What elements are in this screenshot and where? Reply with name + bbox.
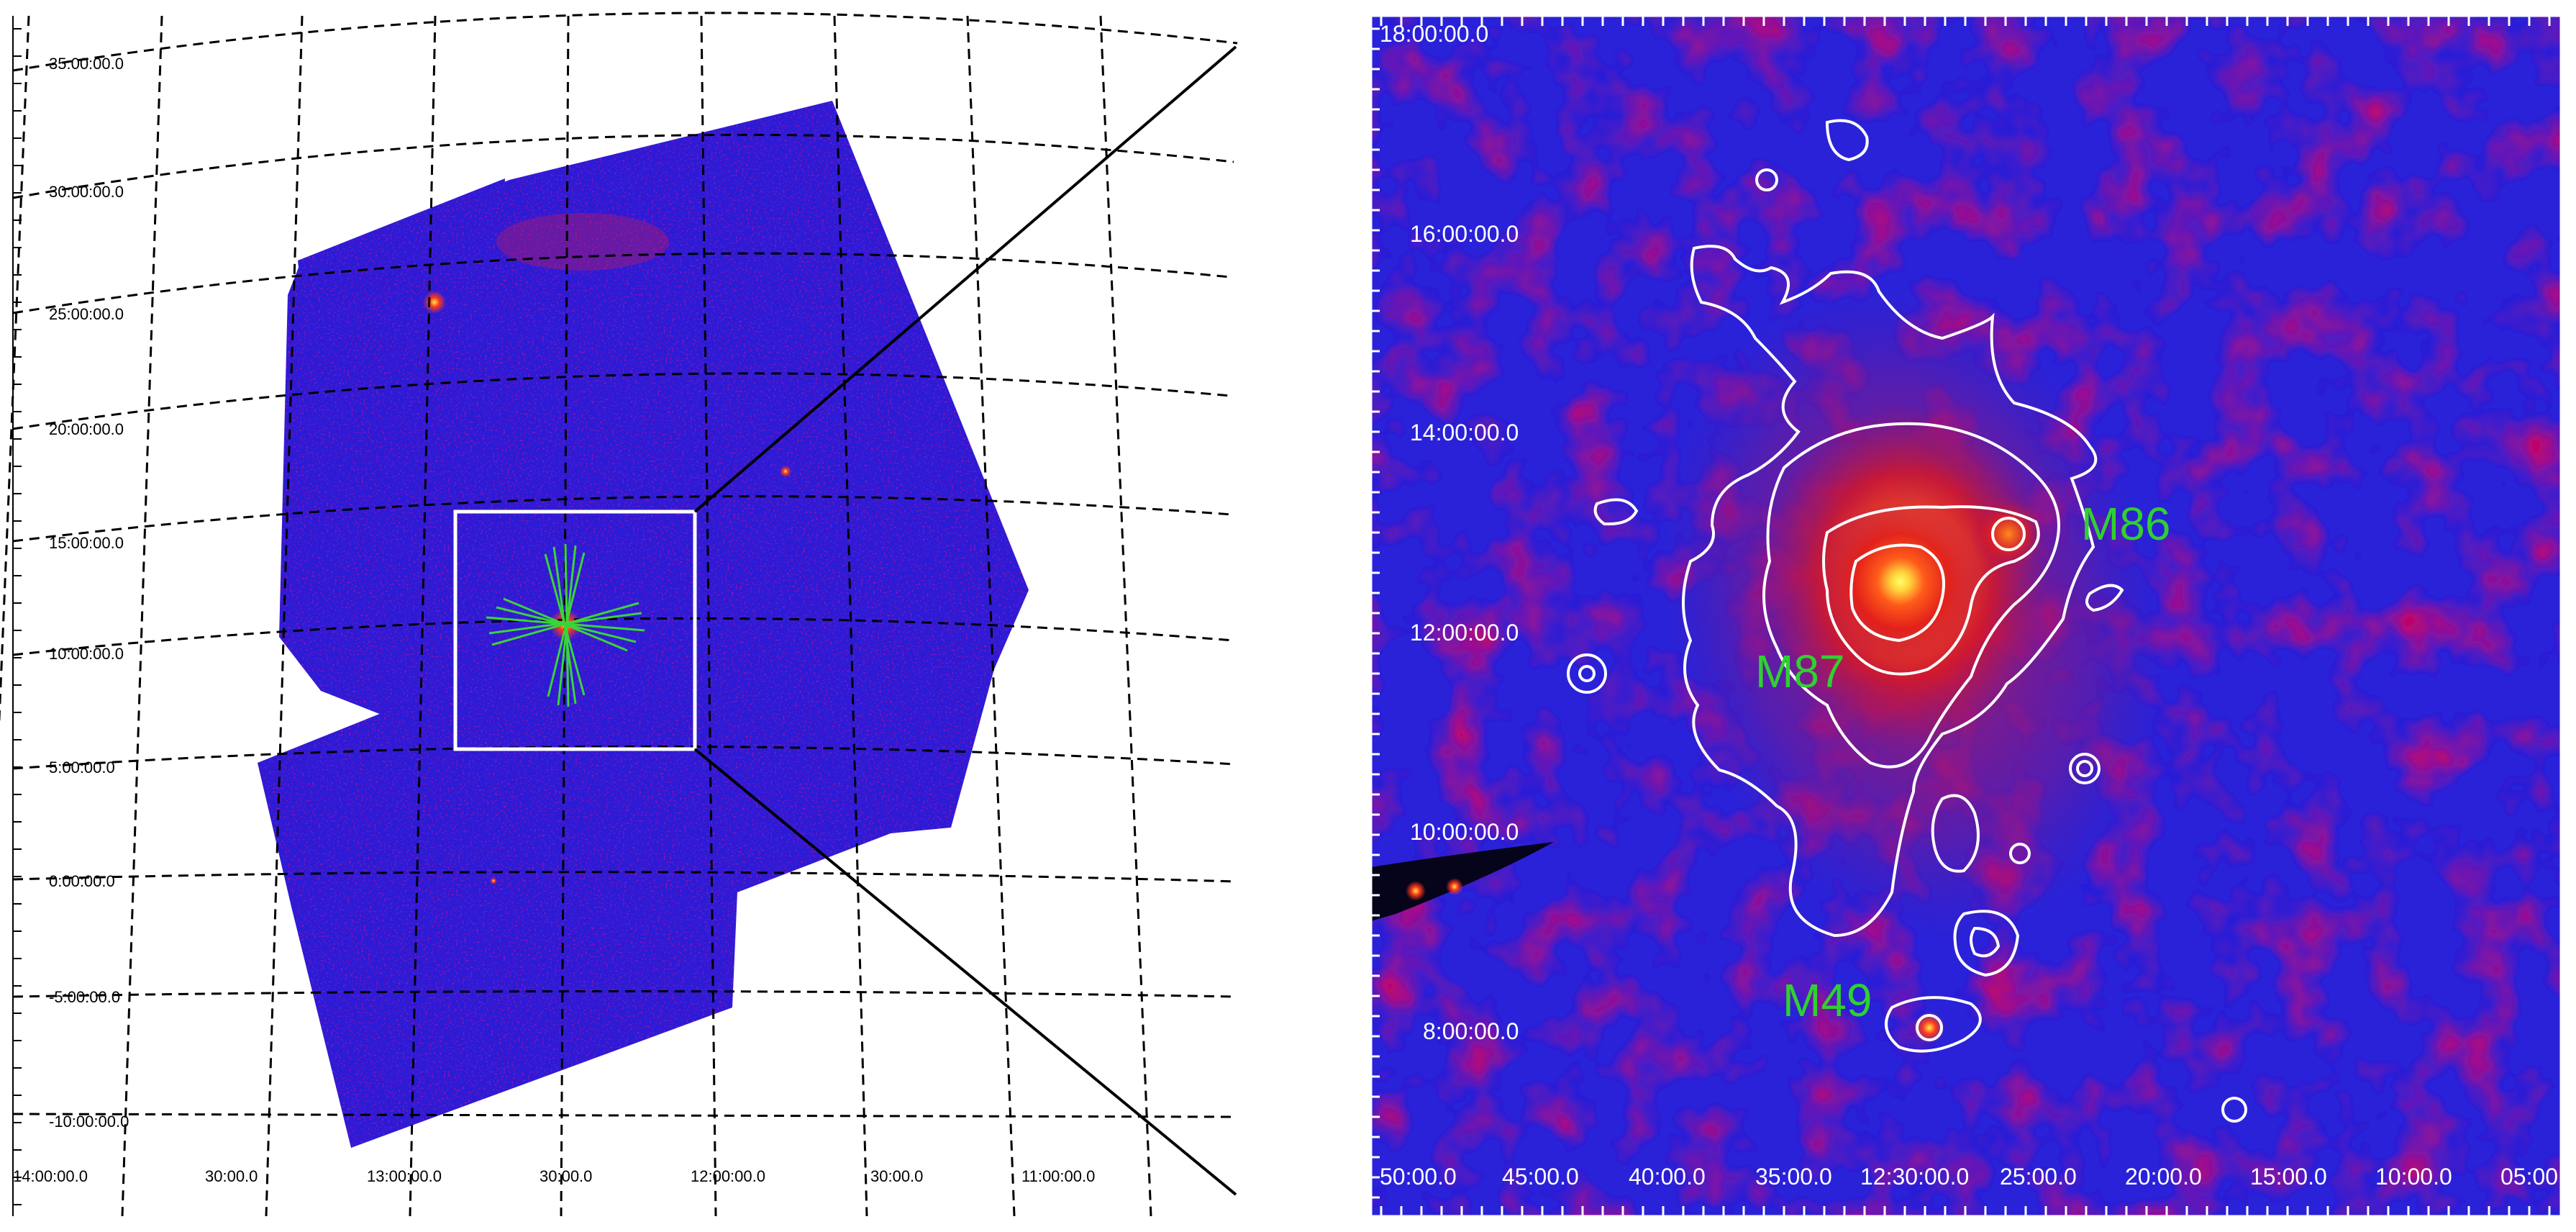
ra-tick-label: 12:00:00.0 bbox=[691, 1167, 765, 1185]
galaxy-label-m86: M86 bbox=[2081, 498, 2171, 550]
zoom-connector-bottom bbox=[693, 748, 1237, 1196]
contour-blob bbox=[2069, 753, 2101, 784]
ra-tick-label: 30:00.0 bbox=[205, 1167, 258, 1185]
dec-line bbox=[12, 990, 1237, 998]
source-spikes bbox=[486, 543, 645, 707]
galaxy-label-m49: M49 bbox=[1783, 974, 1872, 1026]
contour-blob bbox=[1578, 665, 1596, 682]
ra-line bbox=[121, 15, 163, 1217]
ra-line bbox=[1099, 15, 1152, 1217]
ra-tick-label: 14:00:00.0 bbox=[13, 1167, 88, 1185]
coordinate-grid bbox=[0, 12, 1238, 1217]
ra-line bbox=[560, 15, 570, 1217]
contour-level-4 bbox=[1849, 543, 1945, 643]
contour-blob bbox=[2085, 584, 2124, 612]
ra-tick-label: 15:00.0 bbox=[2250, 1164, 2327, 1190]
dec-line bbox=[12, 133, 1234, 199]
dec-line bbox=[12, 372, 1231, 430]
diffuse-emission bbox=[496, 213, 669, 271]
dec-tick-label: 35:00:00.0 bbox=[49, 55, 124, 73]
contour-m49-inner bbox=[1916, 1014, 1943, 1041]
contour-blob bbox=[2221, 1097, 2247, 1123]
contour-level-1 bbox=[1682, 245, 2098, 938]
ra-tick-label: 45:00.0 bbox=[1502, 1164, 1579, 1190]
bright-source bbox=[780, 466, 791, 477]
ra-tick-label: 50:00.0 bbox=[1380, 1164, 1457, 1190]
right-zoom-map: M86 M87 M49 18:00:00.0 16:00:00.0 14:00:… bbox=[1370, 14, 2562, 1218]
dec-tick-label: 5:00:00.0 bbox=[49, 758, 115, 776]
contour-m49 bbox=[1885, 996, 1982, 1053]
dec-tick-label: 15:00:00.0 bbox=[49, 534, 124, 552]
ra-tick-label: 30:00.0 bbox=[540, 1167, 592, 1185]
ra-tick-label: 25:00.0 bbox=[2000, 1164, 2077, 1190]
ra-tick-label: 13:00:00.0 bbox=[367, 1167, 442, 1185]
ra-line bbox=[265, 15, 304, 1217]
dec-tick-label: 12:00:00.0 bbox=[1410, 620, 1519, 646]
ra-line bbox=[409, 15, 437, 1217]
dec-tick-label: 18:00:00.0 bbox=[1380, 21, 1488, 47]
dec-tick-label: 10:00:00.0 bbox=[49, 645, 124, 663]
zoom-ra-labels: 50:00.0 45:00.0 40:00.0 35:00.0 12:30:00… bbox=[1380, 1164, 2558, 1190]
point-source bbox=[1446, 878, 1463, 895]
ra-tick-label: 10:00.0 bbox=[2375, 1164, 2452, 1190]
dec-tick-label: 10:00:00.0 bbox=[1410, 819, 1519, 845]
contour-blob bbox=[1970, 926, 2001, 958]
dec-axis-labels: 35:00:00.0 30:00:00.0 25:00:00.0 20:00:0… bbox=[49, 55, 129, 1131]
dec-tick-label: 14:00:00.0 bbox=[1410, 420, 1519, 445]
ra-line bbox=[833, 15, 868, 1217]
contour-level-2 bbox=[1762, 422, 2060, 769]
dec-tick-label: 20:00:00.0 bbox=[49, 420, 124, 438]
dec-line bbox=[12, 617, 1234, 656]
contour-blob bbox=[2076, 760, 2093, 777]
dec-line bbox=[12, 871, 1237, 883]
ra-line bbox=[0, 15, 30, 728]
dec-tick-label: 8:00:00.0 bbox=[1423, 1018, 1519, 1044]
zoom-box bbox=[453, 509, 697, 751]
ra-axis-labels: 14:00:00.0 30:00.0 13:00:00.0 30:00.0 12… bbox=[13, 1167, 1095, 1185]
m86-core bbox=[1972, 498, 2044, 570]
xray-contours bbox=[1567, 119, 2247, 1123]
zoom-connector-top bbox=[693, 45, 1237, 513]
zoom-dec-labels: 18:00:00.0 16:00:00.0 14:00:00.0 12:00:0… bbox=[1380, 21, 1519, 1044]
contour-level-3 bbox=[1822, 505, 2040, 676]
contour-blob bbox=[1931, 794, 1980, 873]
left-frame-ticks bbox=[12, 16, 22, 1216]
galaxy-label-m87: M87 bbox=[1755, 646, 1845, 697]
ra-line bbox=[966, 15, 1016, 1217]
left-sky-map: 35:00:00.0 30:00:00.0 25:00:00.0 20:00:0… bbox=[0, 12, 1238, 1217]
ra-tick-label: 05:00 bbox=[2500, 1164, 2558, 1190]
contour-blob bbox=[1593, 498, 1639, 526]
dark-streak bbox=[1371, 842, 1554, 921]
m86-contour bbox=[1991, 517, 2026, 551]
ra-tick-label: 40:00.0 bbox=[1629, 1164, 1706, 1190]
point-source bbox=[1406, 881, 1426, 901]
contour-blob bbox=[1755, 168, 1778, 191]
dec-line bbox=[12, 12, 1238, 72]
dec-tick-label: 25:00:00.0 bbox=[49, 305, 124, 323]
right-frame-ticks bbox=[1370, 16, 2551, 1216]
bright-source bbox=[490, 877, 497, 884]
dec-tick-label: 16:00:00.0 bbox=[1410, 221, 1519, 247]
ra-tick-label: 11:00:00.0 bbox=[1021, 1167, 1095, 1185]
ra-tick-label: 35:00.0 bbox=[1755, 1164, 1832, 1190]
ra-tick-label: 12:30:00.0 bbox=[1860, 1164, 1969, 1190]
contour-blob bbox=[1825, 119, 1869, 162]
ra-line bbox=[700, 15, 717, 1217]
dec-line bbox=[12, 252, 1231, 314]
contour-blob bbox=[1953, 910, 2020, 977]
ra-tick-label: 30:00.0 bbox=[870, 1167, 923, 1185]
m87-core bbox=[1821, 502, 1980, 661]
dec-tick-label: -5:00:00.0 bbox=[49, 988, 120, 1006]
contour-blob bbox=[1567, 653, 1607, 694]
dec-tick-label: 30:00:00.0 bbox=[49, 183, 124, 201]
bright-source bbox=[423, 291, 446, 314]
dec-line bbox=[12, 1113, 1237, 1118]
dec-tick-label: 0:00:00.0 bbox=[49, 872, 115, 890]
ra-tick-label: 20:00.0 bbox=[2125, 1164, 2202, 1190]
dec-line bbox=[12, 495, 1232, 543]
contour-blob bbox=[2009, 843, 2031, 864]
dec-line bbox=[12, 745, 1235, 770]
dec-tick-label: -10:00:00.0 bbox=[49, 1113, 129, 1131]
